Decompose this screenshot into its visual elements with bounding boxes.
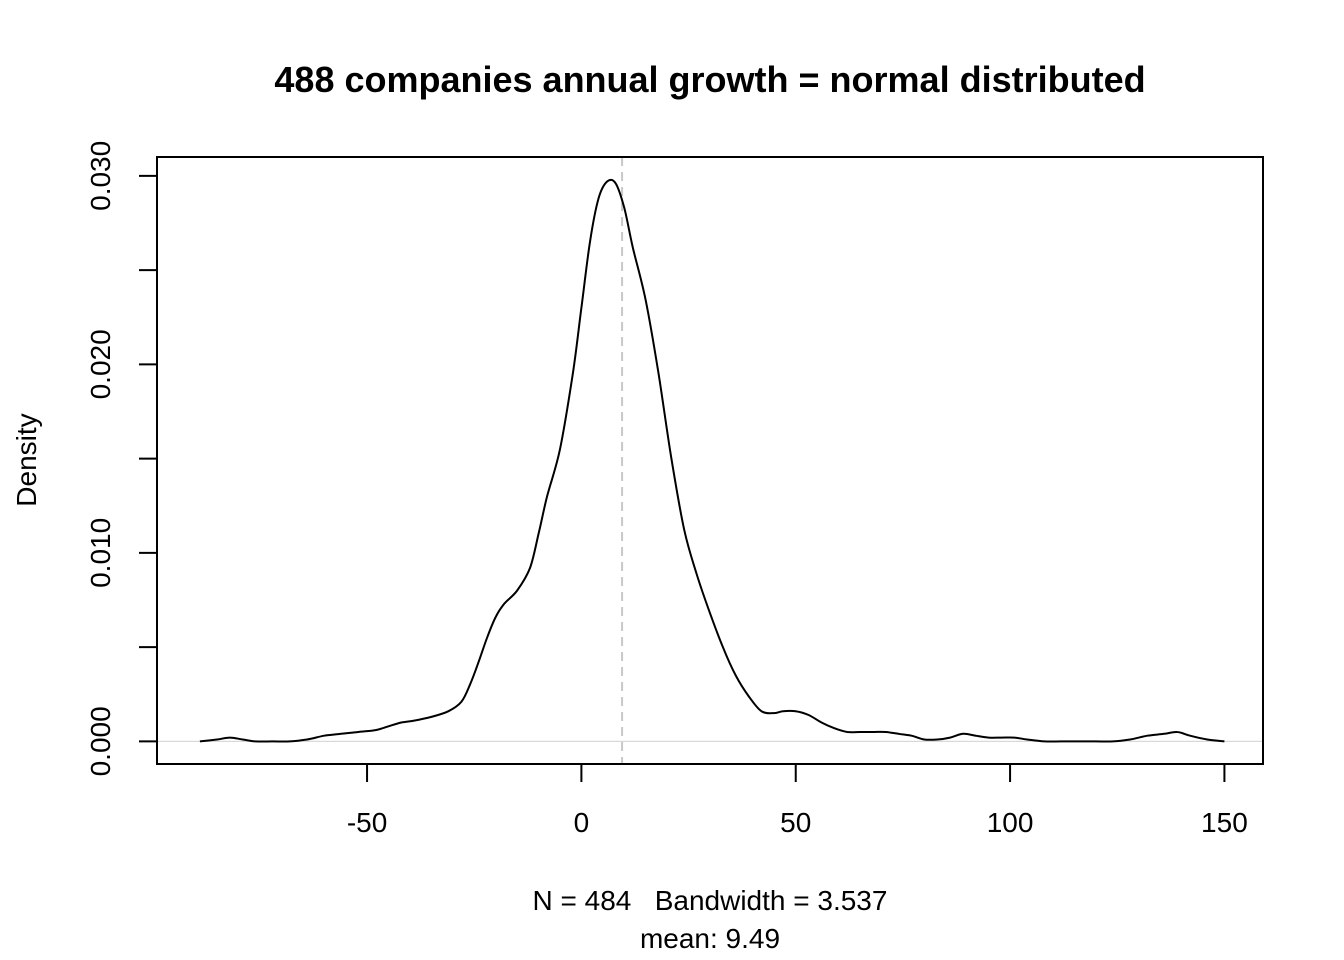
x-tick-label: 100 [987, 807, 1034, 838]
plot-frame [156, 156, 1264, 765]
x-tick-label: 0 [574, 807, 590, 838]
density-curve [199, 178, 1225, 743]
plot-area: -50 0 50 100 150 0.000 0.010 0.020 0.030 [85, 141, 1264, 838]
y-tick-label: 0.000 [85, 706, 116, 776]
y-tick-label: 0.030 [85, 141, 116, 211]
x-tick-label: 50 [780, 807, 811, 838]
x-tick-label: 150 [1201, 807, 1248, 838]
y-tick-label: 0.020 [85, 329, 116, 399]
x-tick-label: -50 [347, 807, 387, 838]
y-tick-label: 0.010 [85, 518, 116, 588]
chart-title: 488 companies annual growth = normal dis… [274, 59, 1145, 100]
x-axis-sublabel: mean: 9.49 [640, 923, 780, 954]
x-axis-label: N = 484 Bandwidth = 3.537 [533, 885, 888, 916]
y-axis-label: Density [11, 413, 42, 506]
